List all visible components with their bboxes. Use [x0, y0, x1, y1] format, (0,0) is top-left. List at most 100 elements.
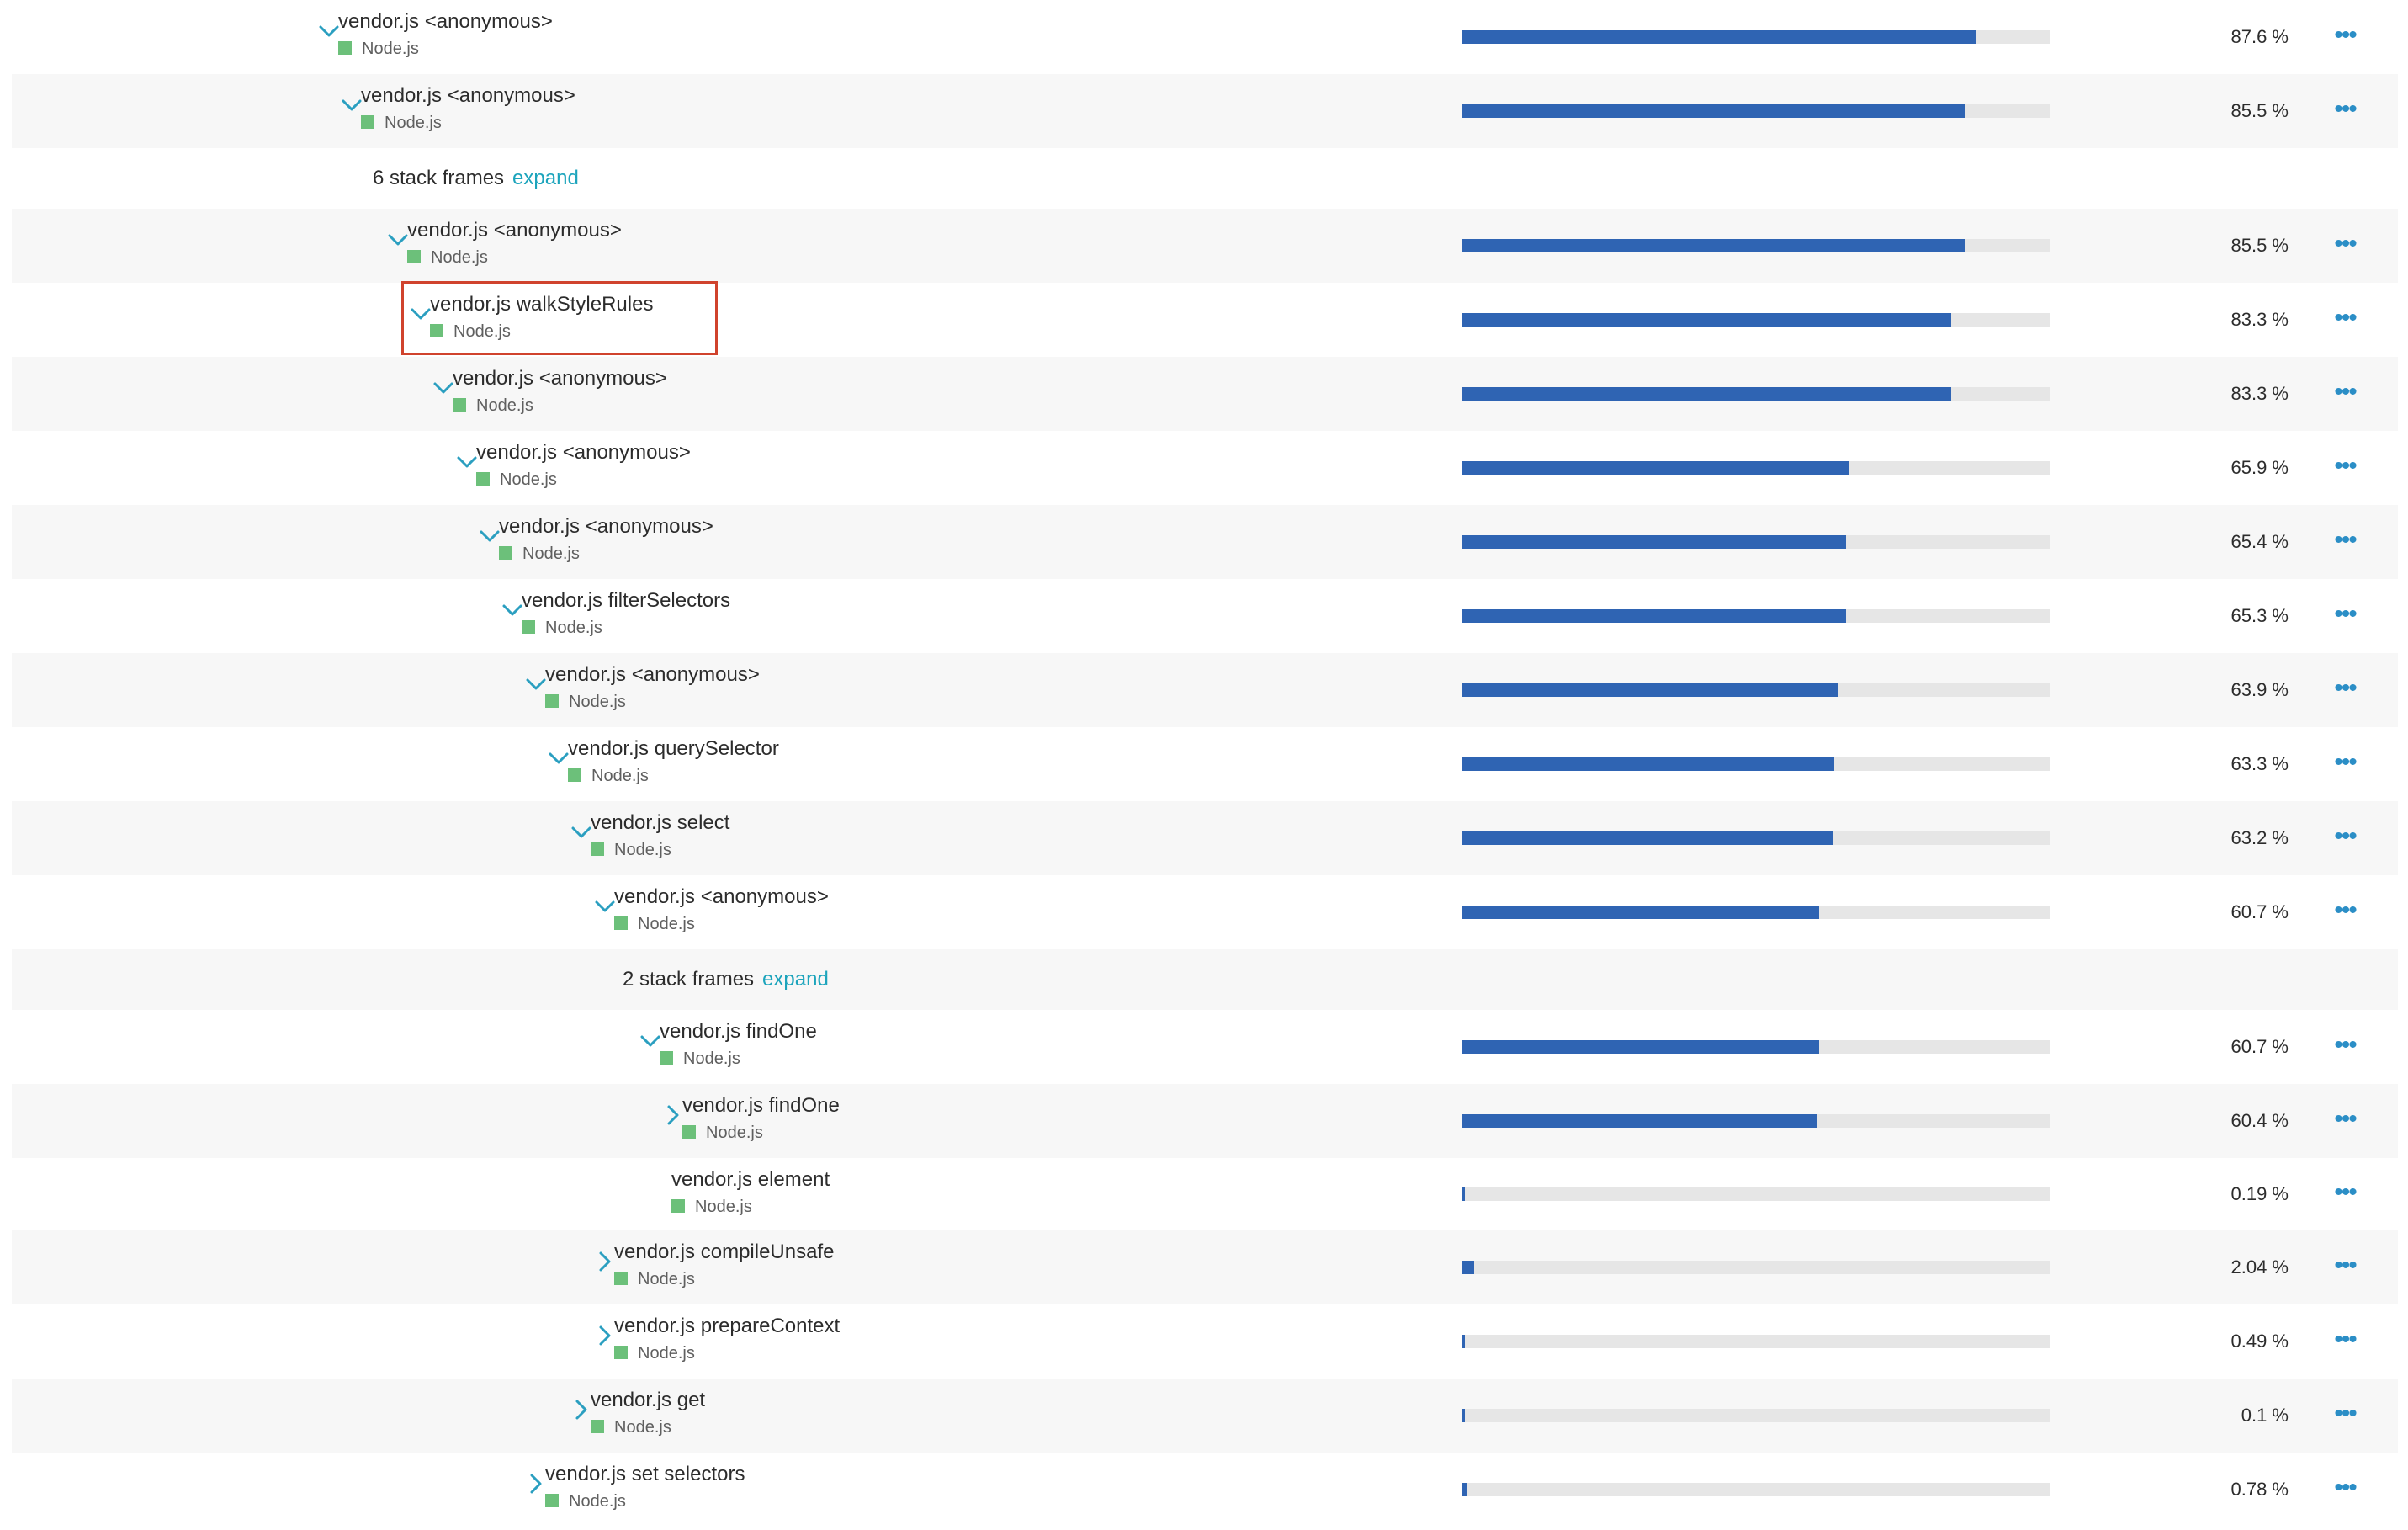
chevron-down-icon[interactable]	[591, 892, 619, 921]
frame-name[interactable]: vendor.js select	[591, 811, 730, 834]
chevron-down-icon[interactable]	[429, 374, 458, 402]
frame-name[interactable]: vendor.js findOne	[682, 1094, 840, 1117]
ellipsis-icon[interactable]: •••	[2334, 1474, 2358, 1501]
frame-name[interactable]: vendor.js <anonymous>	[361, 84, 575, 107]
chevron-down-icon[interactable]	[522, 670, 550, 699]
percentage-bar-fill	[1462, 1335, 1466, 1348]
chevron-down-icon[interactable]	[498, 596, 527, 624]
chevron-right-icon[interactable]	[567, 1395, 596, 1424]
collapsed-frames: 2 stack frames expand	[623, 968, 829, 991]
ellipsis-icon[interactable]: •••	[2334, 230, 2358, 258]
ellipsis-icon[interactable]: •••	[2334, 822, 2358, 850]
frame-name[interactable]: vendor.js get	[591, 1389, 706, 1411]
percentage-bar-fill	[1462, 757, 1834, 771]
nodejs-icon	[568, 768, 581, 782]
frame-name[interactable]: vendor.js findOne	[660, 1020, 817, 1043]
ellipsis-icon[interactable]: •••	[2334, 1325, 2358, 1353]
frame-name[interactable]: vendor.js <anonymous>	[407, 219, 622, 242]
frame-name[interactable]: vendor.js <anonymous>	[476, 441, 691, 464]
chevron-down-icon[interactable]	[475, 522, 504, 550]
frame-name[interactable]: vendor.js querySelector	[568, 737, 779, 760]
tree-row: vendor.js <anonymous> Node.js 87.6 % •••	[12, 0, 2398, 74]
ellipsis-icon[interactable]: •••	[2334, 452, 2358, 480]
chevron-right-icon[interactable]	[591, 1321, 619, 1350]
frame-name[interactable]: vendor.js prepareContext	[614, 1315, 841, 1337]
chevron-down-icon[interactable]	[337, 91, 366, 120]
ellipsis-icon[interactable]: •••	[2334, 95, 2358, 123]
chevron-down-icon[interactable]	[406, 300, 435, 328]
tree-row: vendor.js <anonymous> Node.js 83.3 % •••	[12, 357, 2398, 431]
ellipsis-icon[interactable]: •••	[2334, 1400, 2358, 1427]
tree-row: vendor.js select Node.js 63.2 % •••	[12, 801, 2398, 875]
chevron-down-icon[interactable]	[567, 818, 596, 847]
tree-row: vendor.js <anonymous> Node.js 63.9 % •••	[12, 653, 2398, 727]
technology-name: Node.js	[362, 40, 419, 58]
ellipsis-icon[interactable]: •••	[2334, 526, 2358, 554]
ellipsis-icon[interactable]: •••	[2334, 304, 2358, 332]
percentage-value: 83.3 %	[2230, 383, 2289, 404]
nodejs-icon	[338, 41, 352, 55]
chevron-right-icon[interactable]	[522, 1469, 550, 1498]
chevron-down-icon[interactable]	[384, 226, 412, 254]
frame-name[interactable]: vendor.js element	[671, 1168, 830, 1191]
percentage-bar	[1462, 757, 2050, 771]
percentage-bar-fill	[1462, 1409, 1465, 1422]
percentage-bar-fill	[1462, 831, 1834, 845]
percentage-value: 65.3 %	[2230, 605, 2289, 626]
tree-row[interactable]: 2 stack frames expand	[12, 949, 2398, 1010]
ellipsis-icon[interactable]: •••	[2334, 1251, 2358, 1279]
percentage-value: 85.5 %	[2230, 100, 2289, 121]
chevron-right-icon[interactable]	[659, 1101, 687, 1129]
percentage-bar	[1462, 1483, 2050, 1496]
ellipsis-icon[interactable]: •••	[2334, 1105, 2358, 1133]
frame-name[interactable]: vendor.js <anonymous>	[338, 10, 553, 33]
ellipsis-icon[interactable]: •••	[2334, 1031, 2358, 1059]
technology-label: Node.js	[338, 40, 419, 59]
technology-label: Node.js	[591, 841, 671, 860]
ellipsis-icon[interactable]: •••	[2334, 748, 2358, 776]
tree-row: vendor.js get Node.js 0.1 % •••	[12, 1379, 2398, 1453]
frame-name[interactable]: vendor.js compileUnsafe	[614, 1240, 835, 1263]
technology-name: Node.js	[591, 767, 649, 785]
frame-name[interactable]: vendor.js <anonymous>	[545, 663, 760, 686]
ellipsis-icon[interactable]: •••	[2334, 600, 2358, 628]
technology-name: Node.js	[638, 915, 695, 933]
frame-name[interactable]: vendor.js <anonymous>	[614, 885, 829, 908]
ellipsis-icon[interactable]: •••	[2334, 896, 2358, 924]
percentage-bar-fill	[1462, 683, 1838, 697]
technology-label: Node.js	[671, 1198, 752, 1217]
percentage-value: 0.78 %	[2230, 1479, 2289, 1500]
tree-row: vendor.js <anonymous> Node.js 60.7 % •••	[12, 875, 2398, 949]
ellipsis-icon[interactable]: •••	[2334, 674, 2358, 702]
frame-name[interactable]: vendor.js <anonymous>	[453, 367, 667, 390]
chevron-right-icon[interactable]	[591, 1247, 619, 1276]
technology-label: Node.js	[499, 545, 580, 564]
tree-row: vendor.js compileUnsafe Node.js 2.04 % •••	[12, 1230, 2398, 1304]
frame-name[interactable]: vendor.js <anonymous>	[499, 515, 713, 538]
percentage-bar-fill	[1462, 1040, 1819, 1054]
technology-name: Node.js	[614, 1418, 671, 1437]
tree-row: vendor.js <anonymous> Node.js 65.9 % •••	[12, 431, 2398, 505]
percentage-bar-fill	[1462, 1483, 1467, 1496]
tree-row: vendor.js <anonymous> Node.js 85.5 % •••	[12, 74, 2398, 148]
chevron-down-icon[interactable]	[315, 17, 343, 45]
frame-name[interactable]: vendor.js set selectors	[545, 1463, 745, 1485]
frame-name[interactable]: vendor.js filterSelectors	[522, 589, 731, 612]
ellipsis-icon[interactable]: •••	[2334, 21, 2358, 49]
percentage-bar	[1462, 387, 2050, 401]
tree-row: vendor.js walkStyleRules Node.js 83.3 % •••	[12, 283, 2398, 357]
technology-label: Node.js	[682, 1124, 763, 1143]
chevron-down-icon[interactable]	[544, 744, 573, 773]
ellipsis-icon[interactable]: •••	[2334, 1178, 2358, 1206]
tree-row[interactable]: 6 stack frames expand	[12, 148, 2398, 209]
ellipsis-icon[interactable]: •••	[2334, 378, 2358, 406]
chevron-down-icon[interactable]	[453, 448, 481, 476]
chevron-down-icon[interactable]	[636, 1027, 665, 1055]
expand-link[interactable]: expand	[512, 167, 579, 189]
expand-link[interactable]: expand	[762, 968, 829, 991]
technology-label: Node.js	[430, 322, 511, 342]
frame-name[interactable]: vendor.js walkStyleRules	[430, 293, 654, 316]
technology-label: Node.js	[614, 1270, 695, 1289]
percentage-bar	[1462, 1040, 2050, 1054]
